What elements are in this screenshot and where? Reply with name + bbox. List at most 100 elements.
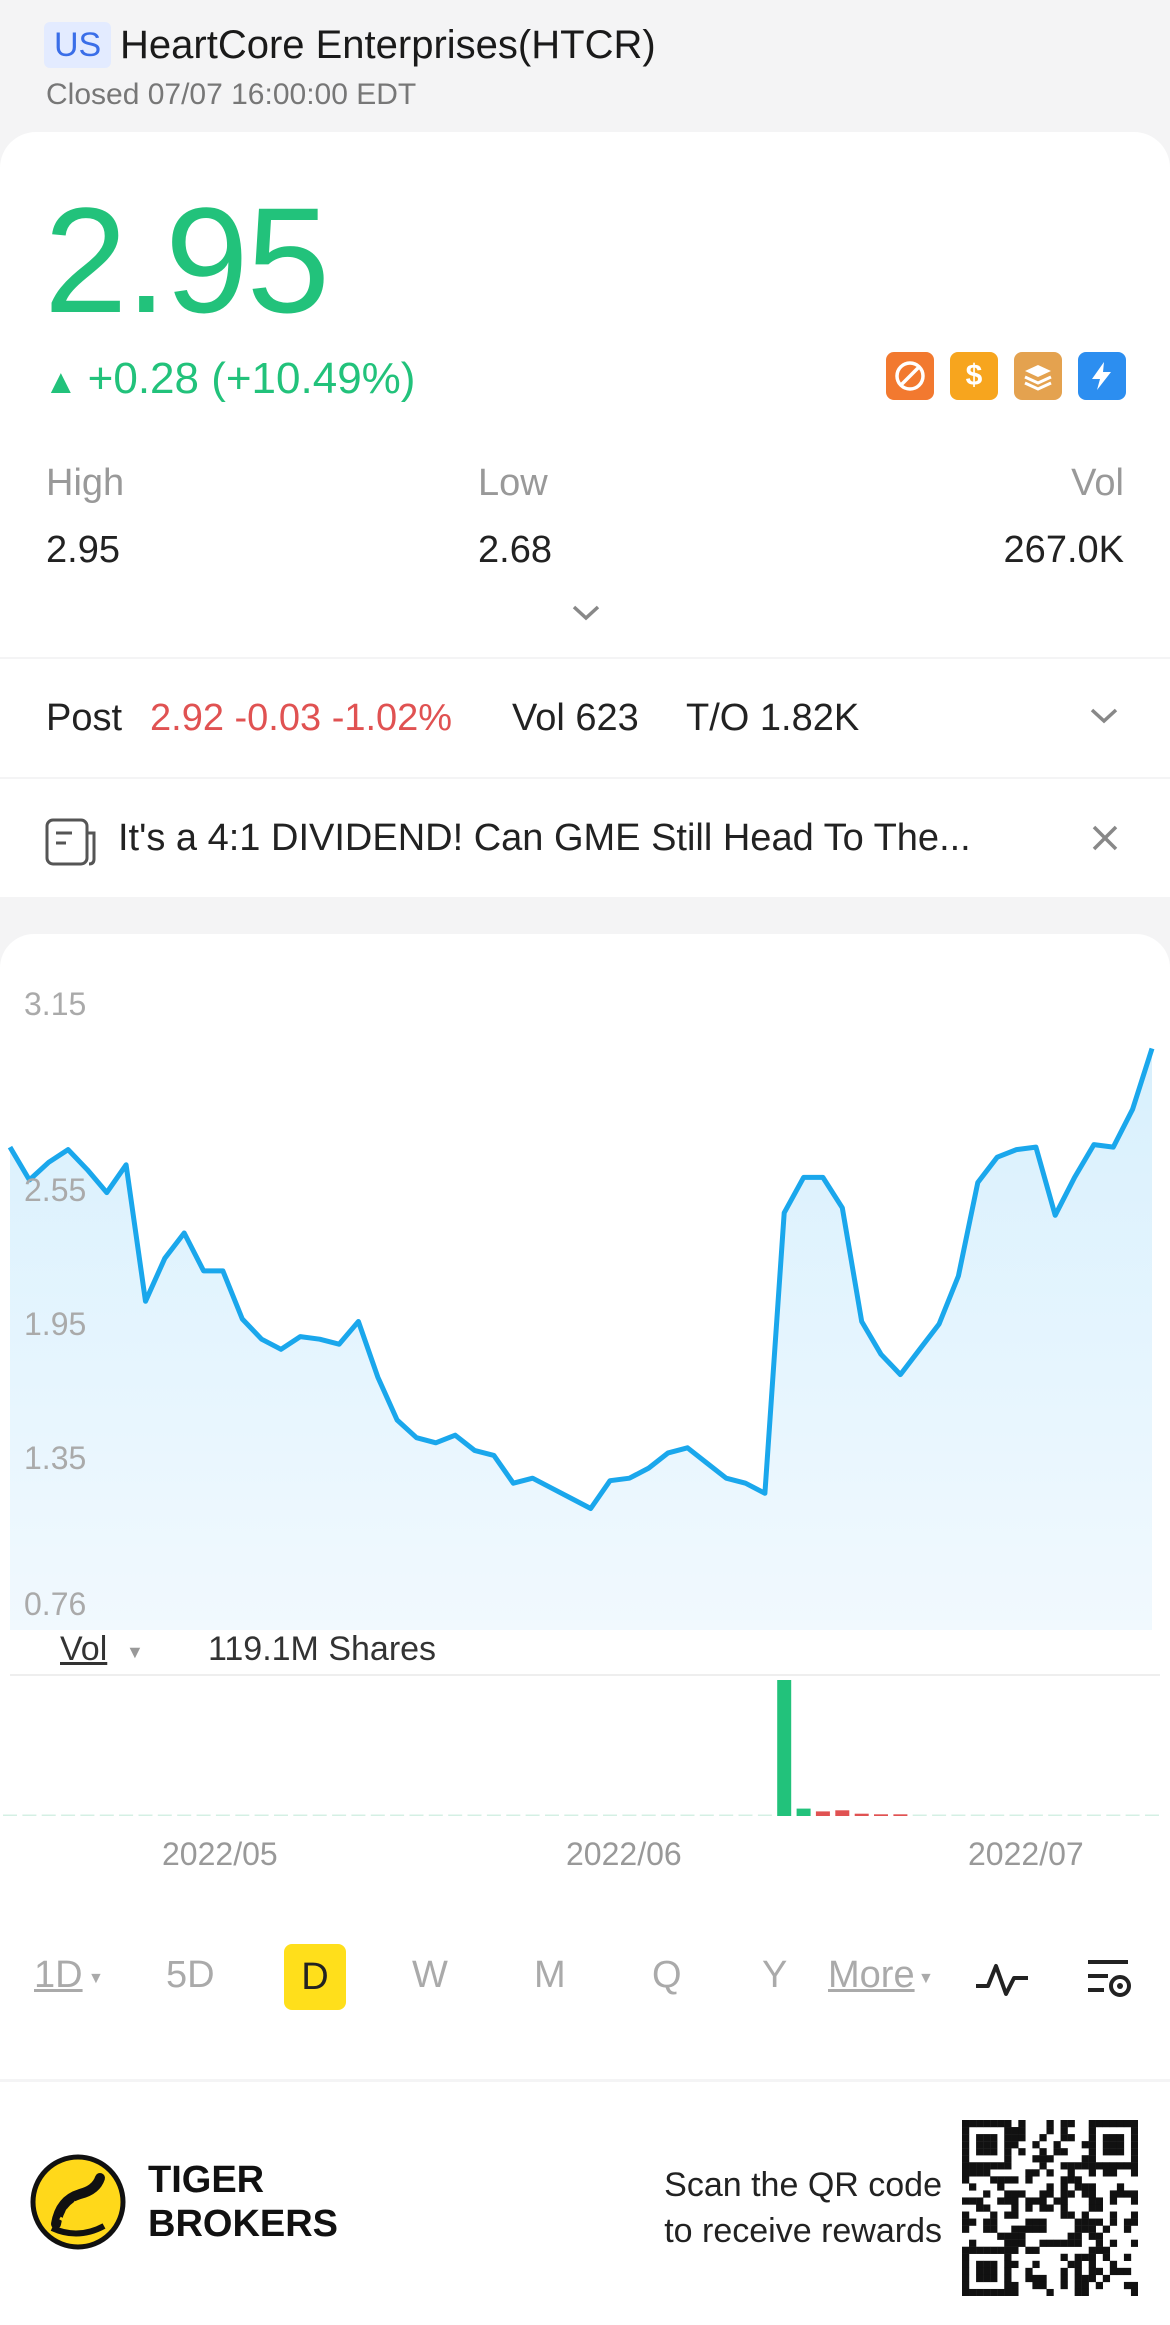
volume-bar (119, 1814, 134, 1816)
brand-name: TIGER BROKERS (148, 2159, 339, 2245)
volume-bar (312, 1814, 327, 1816)
volume-bar (370, 1814, 385, 1816)
volume-bar (796, 1808, 811, 1816)
volume-bar (1125, 1814, 1140, 1816)
volume-chart[interactable] (0, 1676, 1170, 1816)
volume-bar (3, 1814, 17, 1816)
tiger-logo-icon (30, 2154, 126, 2250)
volume-bar (622, 1814, 637, 1816)
volume-bar (1048, 1814, 1063, 1816)
period-more[interactable]: More (828, 1954, 915, 1996)
stat-low: Low 2.68 (478, 462, 552, 571)
indicator-icon[interactable] (974, 1958, 1030, 2002)
header: US HeartCore Enterprises(HTCR) Closed 07… (0, 0, 1170, 132)
close-icon[interactable] (1090, 823, 1120, 853)
volume-bar (235, 1814, 250, 1816)
period-d[interactable]: D (284, 1944, 346, 2010)
volume-bar (351, 1814, 366, 1816)
volume-bar (893, 1814, 908, 1816)
post-label: Post (46, 697, 123, 739)
volume-bar (1009, 1814, 1024, 1816)
caret-down-icon[interactable]: ▼ (88, 1970, 104, 1987)
volume-bar (80, 1814, 95, 1816)
volume-bar (409, 1814, 424, 1816)
volume-bar (506, 1814, 521, 1816)
volume-bar (738, 1814, 753, 1816)
volume-bar (332, 1814, 347, 1816)
volume-bar (1086, 1814, 1101, 1816)
caret-down-icon[interactable]: ▼ (126, 1642, 144, 1662)
x-tick: 2022/05 (162, 1836, 278, 1872)
post-turnover: T/O 1.82K (686, 697, 860, 739)
layers-icon[interactable] (1014, 352, 1062, 400)
news-icon (45, 818, 96, 866)
scan-message: Scan the QR code to receive rewards (664, 2166, 942, 2250)
x-tick: 2022/07 (968, 1836, 1084, 1872)
volume-bar (777, 1680, 792, 1816)
period-1d[interactable]: 1D (34, 1954, 83, 1996)
volume-bar (1067, 1814, 1082, 1816)
period-y[interactable]: Y (762, 1954, 788, 1996)
price-series-line (7, 1047, 1155, 1511)
price-change: ▲ +0.28 (+10.49%) (44, 354, 416, 403)
chevron-down-icon[interactable] (1088, 705, 1120, 727)
price-area (10, 1048, 1152, 1630)
flash-icon[interactable] (1078, 352, 1126, 400)
volume-bar (41, 1814, 56, 1816)
volume-bar (990, 1814, 1005, 1816)
volume-bar (912, 1814, 927, 1816)
volume-bar (274, 1814, 288, 1816)
volume-indicator-selector[interactable]: Vol (60, 1630, 108, 1668)
volume-bar (661, 1814, 676, 1816)
volume-bar (61, 1814, 76, 1816)
period-m[interactable]: M (534, 1954, 566, 1996)
volume-bar (448, 1814, 463, 1816)
volume-bar (757, 1814, 772, 1816)
news-banner[interactable]: It's a 4:1 DIVIDEND! Can GME Still Head … (0, 779, 1170, 897)
caret-down-icon[interactable]: ▼ (918, 1970, 934, 1987)
volume-bar (583, 1814, 598, 1816)
y-tick: 1.95 (24, 1306, 87, 1342)
volume-bar (970, 1814, 985, 1816)
volume-bar (215, 1814, 230, 1816)
volume-bar (428, 1814, 443, 1816)
volume-bar (564, 1814, 579, 1816)
volume-bar (467, 1814, 482, 1816)
dollar-icon[interactable]: $ (950, 352, 998, 400)
expand-chevron-icon[interactable] (570, 602, 602, 624)
volume-bar (603, 1814, 617, 1816)
y-tick: 2.55 (24, 1172, 87, 1208)
period-q[interactable]: Q (652, 1954, 682, 1996)
post-market-row[interactable]: Post 2.92 -0.03 -1.02% Vol 623 T/O 1.82K (0, 659, 1170, 777)
volume-bar (1028, 1814, 1043, 1816)
post-volume: Vol 623 (512, 697, 639, 739)
no-short-icon[interactable] (886, 352, 934, 400)
volume-bar (854, 1813, 869, 1816)
volume-bar (1106, 1814, 1121, 1816)
volume-bar (177, 1814, 192, 1816)
divider (10, 1674, 1160, 1676)
stock-title: HeartCore Enterprises(HTCR) (120, 23, 656, 67)
volume-bar (22, 1814, 37, 1816)
news-headline[interactable]: It's a 4:1 DIVIDEND! Can GME Still Head … (118, 817, 971, 859)
volume-bar (932, 1814, 947, 1816)
footer: TIGER BROKERS Scan the QR code to receiv… (0, 2082, 1170, 2325)
volume-bar (874, 1814, 888, 1816)
volume-bar (196, 1814, 211, 1816)
qr-code-icon[interactable] (962, 2120, 1138, 2296)
chart-card: 3.15 2.55 1.95 1.35 0.76 Vol ▼ 119.1M Sh… (0, 934, 1170, 2079)
up-arrow-icon: ▲ (44, 363, 78, 401)
volume-bar (951, 1814, 966, 1816)
volume-bar (699, 1814, 714, 1816)
volume-bar (138, 1814, 153, 1816)
period-w[interactable]: W (412, 1954, 448, 1996)
x-tick: 2022/06 (566, 1836, 682, 1872)
chart-settings-icon[interactable] (1084, 1956, 1134, 2004)
volume-bar (390, 1814, 405, 1816)
volume-bar (157, 1814, 172, 1816)
volume-bar (293, 1814, 308, 1816)
price-chart[interactable] (0, 934, 1170, 1634)
volume-value: 119.1M Shares (208, 1630, 437, 1668)
stat-high: High 2.95 (46, 462, 125, 571)
period-5d[interactable]: 5D (166, 1954, 215, 1996)
